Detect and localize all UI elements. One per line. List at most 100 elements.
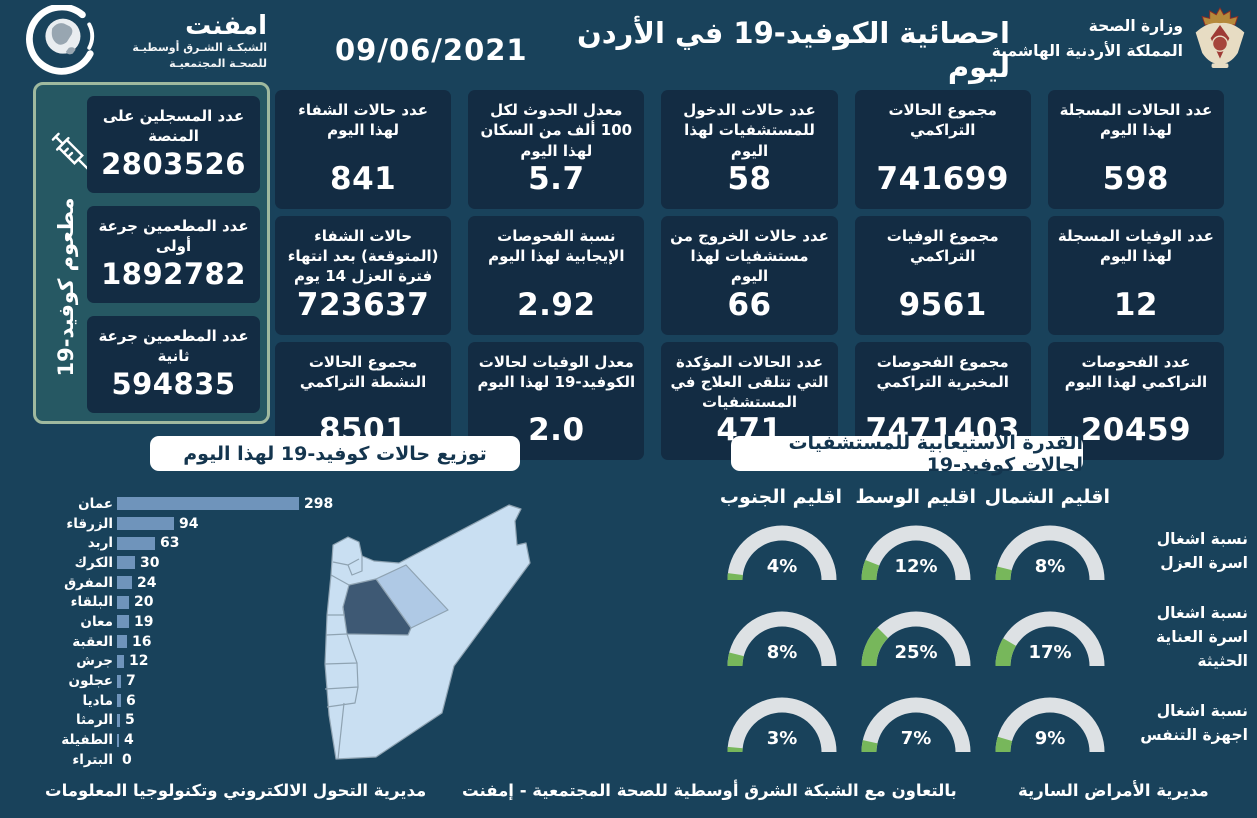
bar-row: جرش 12 [33,652,363,672]
bar-value: 24 [137,574,157,591]
stat-card-label: عدد حالات الخروج من مستشفيات لهذا اليوم [670,226,829,286]
stat-card-value: 2803526 [101,147,246,181]
stat-card-value: 2.0 [528,412,585,449]
bar-value: 63 [160,535,180,552]
bar-category-label: البتراء [72,751,113,768]
gauge-arc [995,525,1105,581]
gauge: 7% [856,690,976,756]
footer-it-directorate: مديرية التحول الالكتروني وتكنولوجيا المع… [45,781,427,800]
bar [117,694,121,708]
syringe-icon [51,132,89,170]
bar-chart-title: توزيع حالات كوفيد-19 لهذا اليوم [150,436,520,471]
stat-card: مجموع الحالات التراكمي 741699 [854,90,1031,209]
report-date: 09/06/2021 [335,33,528,67]
gauge-row-label: نسبة اشغال اسرة العناية الحثيثة [1156,604,1248,671]
gauge-arc [995,611,1105,667]
bar-category-label: اربد [87,535,113,552]
bar-row: الزرقاء 94 [33,514,363,534]
stat-card-label: عدد الحالات المسجلة لهذا اليوم [1059,101,1213,140]
stat-card-label: مجموع الحالات التراكمي [888,101,997,140]
map-country-outline [324,504,531,760]
bar [117,556,135,570]
stat-card-label: مجموع الوفيات التراكمي [886,226,999,265]
gauge-row: 4% 12% 8% نسبة اشغال اسرة العزل [722,518,1254,584]
emphnet-line2: للصحـة المجتمعيـة [169,57,267,71]
bar-value: 298 [304,495,334,512]
gauge: 3% [722,690,842,756]
bar [117,674,121,688]
hospital-capacity-title: القدرة الاستيعابية للمستشفيات لحالات كوف… [731,432,1083,476]
bar-category-label: المفرق [64,574,113,591]
stat-card: معدل الحدوث لكل 100 ألف من السكان لهذا ا… [468,90,645,209]
bar [117,733,119,747]
gauge-value: 3% [766,728,798,750]
bar-row: العقبة 16 [33,632,363,652]
region-header: اقليم الوسط [855,486,976,508]
stat-card-value: 841 [330,160,397,197]
bar-row: معان 19 [33,612,363,632]
bar [117,497,299,511]
gauge: 9% [990,690,1110,756]
hospital-capacity-gauges: اقليم الجنوب اقليم الوسط اقليم الشمال 4% 1… [719,486,1254,773]
bar-row: البتراء 0 [33,750,363,770]
bar [117,536,155,550]
stat-card-value: 5.7 [528,160,585,197]
page-title: احصائية الكوفيد-19 في الأردن ليوم [577,16,1010,84]
bar-value: 0 [122,751,132,768]
jordan-coat-of-arms-icon [1195,7,1245,68]
ministry-name: وزارة الصحة [1088,17,1183,36]
gauge-arc [861,611,971,667]
stat-card-value: 9561 [898,286,987,323]
stat-card-label: نسبة الفحوصات الإيجابية لهذا اليوم [488,226,625,265]
gauge: 4% [722,518,842,584]
emphnet-logo: امفنت الشبكـة الشـرق أوسطيـة للصحـة المج… [20,5,267,79]
bar-value: 94 [179,515,199,532]
stat-card: عدد المطعمين جرعة أولى 1892782 [87,206,260,303]
gauge-value: 9% [1034,728,1066,750]
region-header: اقليم الجنوب [719,486,842,508]
bar [117,635,127,649]
stat-card-value: 741699 [876,160,1009,197]
stat-card: عدد حالات الدخول للمستشفيات لهذا اليوم 5… [661,90,838,209]
kingdom-name: المملكة الأردنية الهاشمية [991,42,1183,60]
gauge-value: 12% [894,556,938,577]
stat-card-value: 2.92 [517,286,596,323]
bar-row: الكرك 30 [33,553,363,573]
stat-card-label: عدد المسجلين على المنصة [102,107,245,146]
gauge: 8% [990,518,1110,584]
stat-card-label: عدد الفحوصات التراكمي لهذا اليوم [1064,352,1208,391]
gauge: 25% [856,604,976,670]
bar [117,615,129,629]
stat-card-label: مجموع الحالات النشطة التراكمي [299,352,427,391]
gauge: 12% [856,518,976,584]
bar-row: الطفيلة 4 [33,730,363,750]
stat-card-label: مجموع الفحوصات المخبرية التراكمي [876,352,1009,391]
bar-value: 4 [124,732,134,749]
bar [117,517,174,531]
stat-card-label: معدل الوفيات لحالات الكوفيد-19 لهذا اليو… [477,352,636,391]
stat-card: عدد الحالات المسجلة لهذا اليوم 598 [1047,90,1224,209]
gauge-arc [861,525,971,581]
jordan-map [324,504,531,760]
governorate-bar-chart: عمان 298 الزرقاء 94 اربد 63 الكرك 30 الم… [33,494,363,770]
stat-card-label: عدد المطعمين جرعة أولى [98,217,249,256]
gauge-row-label: نسبة اشغال اسرة العزل [1156,529,1248,572]
stat-card: نسبة الفحوصات الإيجابية لهذا اليوم 2.92 [468,215,645,335]
bar [117,576,132,590]
bar-category-label: العقبة [72,633,113,650]
stat-card: عدد المسجلين على المنصة 2803526 [87,96,260,193]
gauge-arc [727,525,837,581]
vaccinated-vertical-label: مطعوم كوفيد-19 [54,197,78,377]
stat-card: عدد الوفيات المسجلة لهذا اليوم 12 [1047,215,1224,335]
bar-category-label: عجلون [68,673,113,690]
vaccination-cards: عدد المسجلين على المنصة 2803526 عدد المط… [87,96,260,413]
stat-card-label: عدد المطعمين جرعة ثانية [98,327,249,366]
emphnet-name: امفنت [185,10,267,41]
bar-value: 20 [134,594,154,611]
bar [117,713,120,727]
bar-category-label: عمان [78,495,113,512]
bar [117,595,129,609]
gauge-value: 25% [894,642,938,664]
bar-row: اربد 63 [33,533,363,553]
gauge-arc [727,697,837,753]
